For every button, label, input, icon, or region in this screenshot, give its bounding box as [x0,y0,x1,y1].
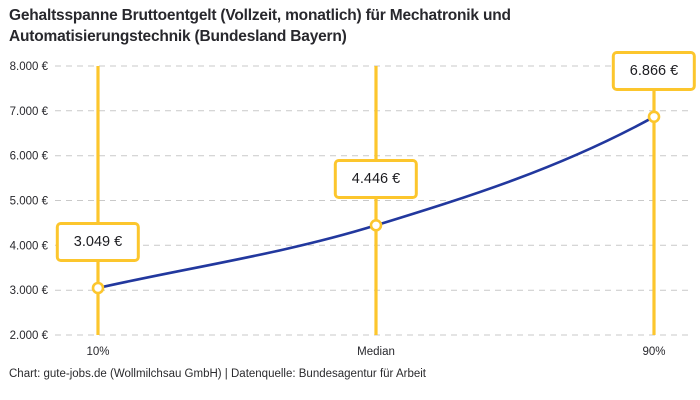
x-axis-tick-label: 10% [86,346,109,358]
page-title: Gehaltsspanne Bruttoentgelt (Vollzeit, m… [9,5,649,47]
value-text-90th: 6.866 € [629,62,679,79]
y-axis-tick-label: 8.000 € [10,61,49,73]
value-text-10th: 3.049 € [73,234,123,250]
y-axis-tick-label: 2.000 € [10,330,49,342]
x-axis-tick-label: Median [357,346,395,358]
footer-credit: Chart: gute-jobs.de (Wollmilchsau GmbH) … [9,368,426,380]
value-text-median: 4.446 € [351,171,401,188]
title-line-1: Gehaltsspanne Bruttoentgelt (Vollzeit, m… [9,7,511,24]
data-point-marker [647,110,661,124]
y-axis-tick-label: 7.000 € [10,106,49,118]
data-point-marker [369,219,383,232]
y-axis-tick-label: 3.000 € [10,285,49,297]
value-label-median: 4.446 € [333,159,419,200]
value-label-90th-percentile: 6.866 € [611,50,697,91]
y-axis-tick-label: 6.000 € [10,151,49,163]
title-line-2: Automatisierungstechnik (Bundesland Baye… [9,28,347,45]
value-label-10th-percentile: 3.049 € [55,222,141,262]
y-axis-tick-label: 5.000 € [10,196,49,208]
y-axis-tick-label: 4.000 € [10,240,49,252]
x-axis-tick-label: 90% [642,346,665,358]
data-point-marker [91,281,105,295]
